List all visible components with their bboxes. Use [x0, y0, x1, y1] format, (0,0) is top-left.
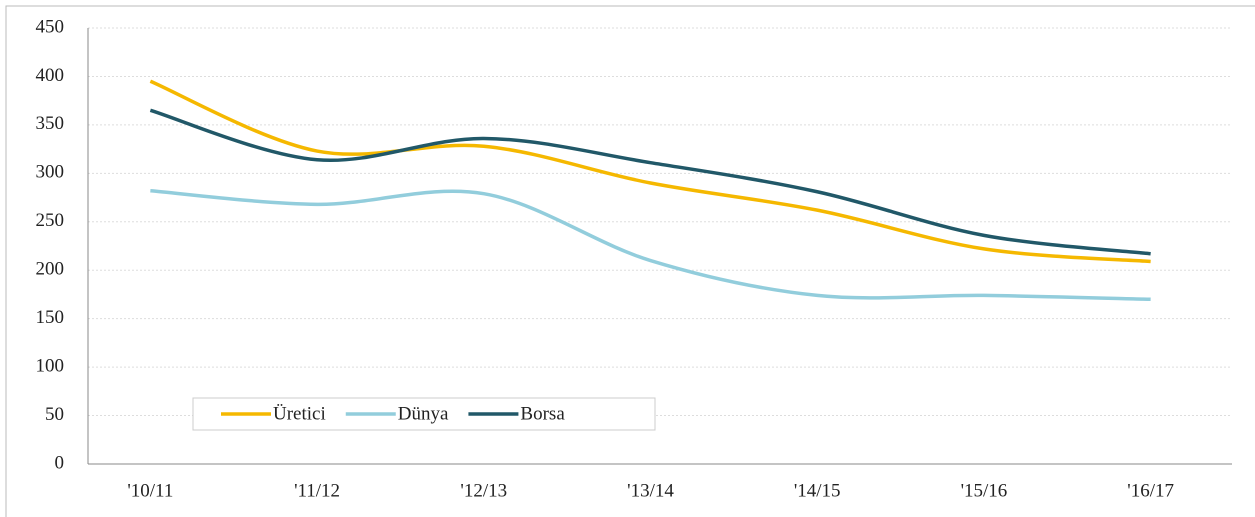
y-tick-label: 100 — [36, 355, 65, 376]
line — [149, 79, 1151, 264]
y-tick-label: 400 — [36, 65, 65, 86]
y-tick-label: 0 — [55, 452, 65, 473]
y-tick-label: 200 — [36, 259, 65, 280]
x-tick-label: '14/15 — [794, 480, 841, 501]
x-tick-label: '12/13 — [460, 480, 507, 501]
legend-label: Üretici — [273, 403, 326, 424]
y-tick-label: 150 — [36, 307, 65, 328]
legend-label: Borsa — [520, 403, 565, 424]
line — [150, 189, 1151, 302]
y-tick-label: 350 — [36, 113, 65, 134]
x-tick-label: '16/17 — [1127, 480, 1174, 501]
x-tick-label: '11/12 — [294, 480, 340, 501]
y-tick-label: 50 — [45, 404, 64, 425]
y-tick-label: 450 — [36, 16, 65, 37]
x-tick-label: '10/11 — [127, 480, 173, 501]
x-tick-label: '15/16 — [961, 480, 1008, 501]
legend-label: Dünya — [398, 403, 449, 424]
chart-frame — [5, 5, 1255, 517]
x-tick-label: '13/14 — [627, 480, 674, 501]
line — [149, 108, 1151, 256]
y-tick-label: 300 — [36, 162, 65, 183]
y-tick-label: 250 — [36, 210, 65, 231]
